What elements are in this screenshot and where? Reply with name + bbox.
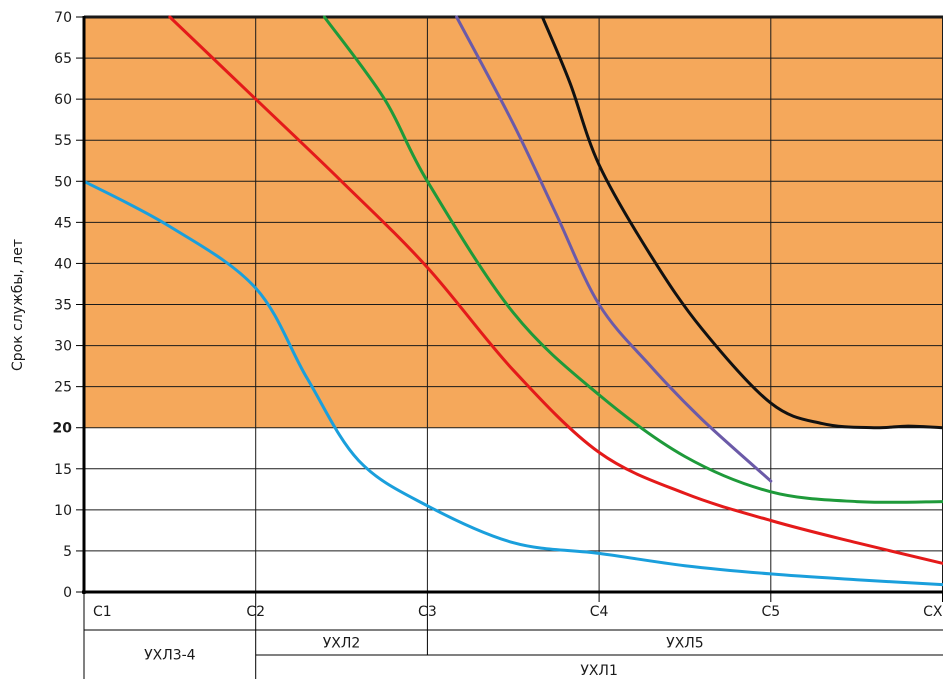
- series-line-4: [455, 15, 773, 483]
- climate-class-label: УХЛ1: [580, 663, 618, 679]
- y-tick-label: 20: [53, 421, 73, 437]
- y-tick-label: 50: [54, 174, 72, 190]
- y-axis-label: Срок службы, лет: [10, 239, 26, 371]
- x-tick-label: CX: [923, 604, 943, 620]
- y-tick-label: 60: [54, 92, 72, 108]
- y-tick-label: 65: [54, 51, 72, 67]
- y-tick-label: 70: [54, 10, 72, 26]
- y-tick-label: 10: [54, 503, 72, 519]
- series-line-5: [540, 15, 943, 430]
- y-tick-label: 55: [54, 133, 72, 149]
- y-tick-label: 45: [54, 215, 72, 231]
- y-tick-label: 15: [54, 462, 72, 478]
- y-tick-label: 5: [63, 544, 72, 560]
- y-tick-label: 40: [54, 256, 72, 272]
- y-tick-label: 0: [63, 585, 72, 601]
- series-line-3: [322, 15, 943, 504]
- series-line-1: [82, 179, 943, 587]
- x-tick-label: C5: [761, 604, 780, 620]
- x-tick-label: C4: [590, 604, 609, 620]
- climate-class-label: УХЛ5: [666, 636, 704, 652]
- series-line-2: [168, 15, 943, 565]
- y-tick-label: 30: [54, 339, 72, 355]
- y-tick-label: 35: [54, 298, 72, 314]
- climate-class-label: УХЛ3-4: [144, 648, 196, 664]
- y-tick-label: 25: [54, 380, 72, 396]
- x-tick-label: C1: [93, 604, 112, 620]
- climate-class-label: УХЛ2: [323, 636, 361, 652]
